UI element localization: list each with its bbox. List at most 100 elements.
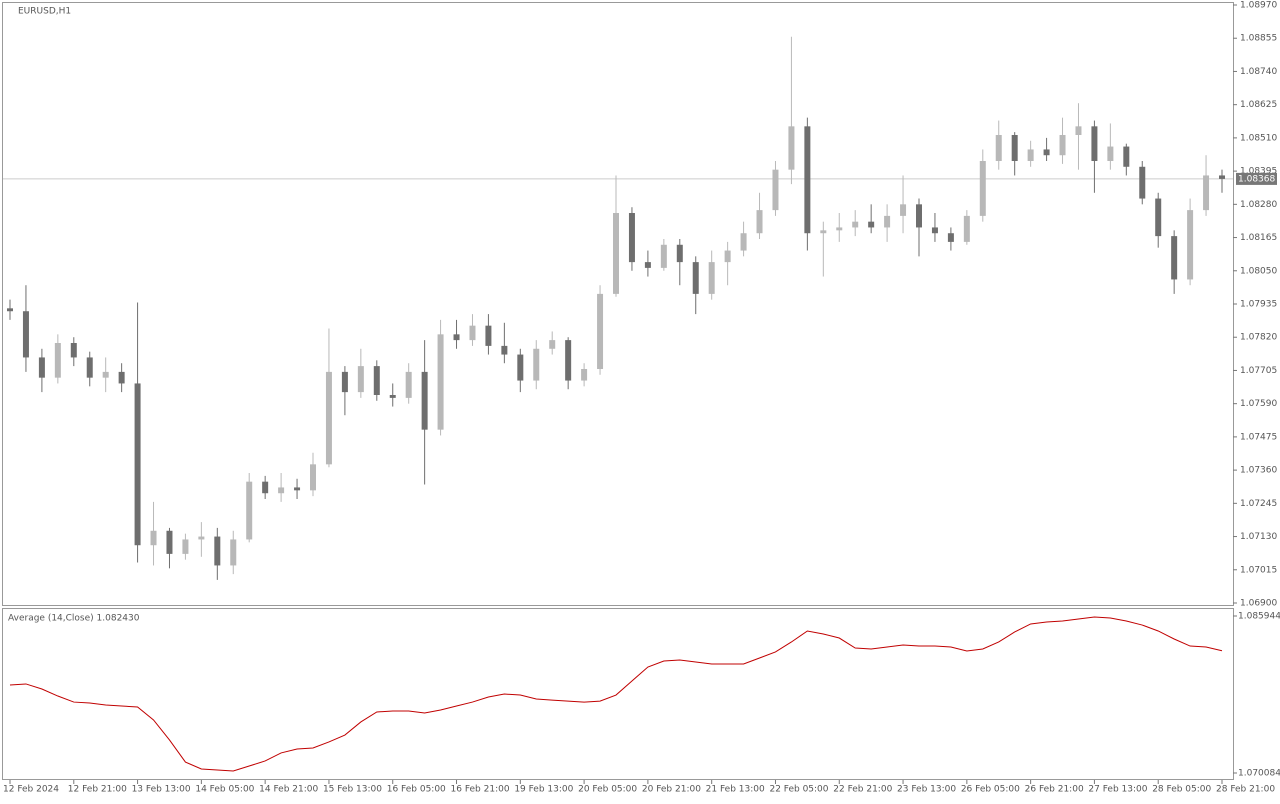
candle-body	[772, 169, 779, 211]
candle-body	[1107, 146, 1114, 161]
candle-body	[294, 487, 301, 491]
candle-body	[1139, 166, 1146, 199]
candle-body	[947, 233, 954, 242]
moving-average-line	[9, 616, 1223, 772]
candle-body	[1091, 126, 1098, 161]
chart-title: EURUSD,H1	[18, 7, 71, 17]
candle-body	[1187, 210, 1194, 280]
candle-body	[7, 308, 13, 312]
candle-body	[644, 262, 651, 268]
candle-body	[900, 204, 907, 216]
candle-body	[1203, 175, 1210, 211]
x-tick-label: 12 Feb 21:00	[68, 785, 127, 795]
candle-body	[357, 366, 364, 393]
x-tick-label: 14 Feb 05:00	[195, 785, 254, 795]
x-tick-label: 22 Feb 21:00	[833, 785, 892, 795]
y-tick-label: 1.07475	[1240, 432, 1277, 442]
indicator-frame	[2, 608, 1234, 780]
candle-body	[134, 383, 141, 546]
main-frame	[2, 2, 1234, 606]
candle-body	[198, 536, 205, 540]
x-tick-label: 27 Feb 13:00	[1088, 785, 1147, 795]
x-tick-label: 21 Feb 13:00	[706, 785, 765, 795]
candle-body	[979, 161, 986, 216]
candle-body	[38, 357, 45, 378]
candle-body	[613, 213, 619, 294]
candle-body	[931, 227, 938, 234]
candle-body	[676, 244, 683, 263]
candle-body	[150, 530, 157, 546]
x-tick-label: 26 Feb 05:00	[961, 785, 1020, 795]
candle-body	[421, 371, 428, 430]
candle-body	[501, 345, 508, 355]
y-tick-label: 1.07590	[1240, 399, 1277, 409]
candle-body	[86, 357, 93, 378]
candle-body	[852, 221, 859, 228]
y-tick-label: 1.07360	[1240, 466, 1277, 476]
candle-body	[1011, 135, 1018, 161]
x-tick-label: 28 Feb 05:00	[1152, 785, 1211, 795]
candle-body	[1171, 236, 1178, 280]
y-tick-label: 1.07820	[1240, 333, 1277, 343]
candle-body	[724, 250, 731, 263]
x-tick-label: 15 Feb 13:00	[323, 785, 382, 795]
y-tick-label: 1.08395	[1240, 167, 1277, 177]
y-tick-label: 1.08740	[1240, 67, 1277, 77]
candle-body	[692, 262, 699, 294]
x-tick-label: 20 Feb 05:00	[578, 785, 637, 795]
candle-body	[325, 371, 332, 465]
y-tick-label: 1.08970	[1240, 1, 1277, 11]
y-tick-label: 1.08510	[1240, 133, 1277, 143]
candle-body	[230, 539, 237, 566]
candle-body	[708, 262, 715, 294]
candle-body	[341, 371, 348, 393]
candle-body	[22, 311, 29, 358]
x-tick-label: 13 Feb 13:00	[132, 785, 191, 795]
candle-body	[1219, 175, 1225, 179]
candle-body	[278, 487, 285, 494]
x-tick-label: 20 Feb 21:00	[642, 785, 701, 795]
candle-body	[373, 366, 380, 395]
x-tick-label: 16 Feb 21:00	[451, 785, 510, 795]
candle-body	[565, 340, 572, 381]
y-tick-label: 1.07015	[1240, 565, 1277, 575]
candle-body	[660, 244, 667, 268]
x-tick-label: 22 Feb 05:00	[769, 785, 828, 795]
y-tick-label: 1.070084	[1238, 769, 1280, 779]
candle-body	[1155, 198, 1162, 237]
candle-body	[1123, 146, 1130, 167]
x-tick-label: 28 Feb 21:00	[1216, 785, 1275, 795]
candle-body	[581, 369, 588, 381]
candle-body	[1059, 135, 1066, 156]
candle-body	[597, 293, 604, 369]
candle-body	[166, 530, 173, 554]
y-tick-label: 1.07935	[1240, 300, 1277, 310]
y-tick-label: 1.07705	[1240, 366, 1277, 376]
candle-body	[1027, 149, 1034, 161]
x-tick-label: 14 Feb 21:00	[259, 785, 318, 795]
candle-body	[310, 464, 316, 491]
indicator-title: Average (14,Close) 1.082430	[8, 614, 140, 624]
candle-body	[389, 395, 396, 398]
candle-body	[102, 371, 109, 378]
candle-body	[485, 325, 492, 346]
candle-body	[884, 215, 891, 228]
candle-body	[1075, 126, 1082, 135]
candle-body	[1043, 149, 1050, 156]
current-price-box	[1236, 172, 1277, 185]
y-tick-label: 1.08280	[1240, 200, 1277, 210]
candle-body	[868, 221, 875, 228]
candle-body	[118, 371, 125, 384]
candle-body	[995, 135, 1002, 161]
x-tick-label: 16 Feb 05:00	[387, 785, 446, 795]
candle-body	[916, 204, 922, 228]
candle-body	[182, 539, 189, 554]
candle-body	[549, 340, 556, 349]
candle-body	[820, 230, 827, 234]
candle-body	[804, 126, 811, 234]
candle-body	[405, 371, 412, 398]
candle-body	[740, 233, 747, 251]
candle-body	[756, 210, 763, 234]
candle-body	[70, 343, 77, 358]
